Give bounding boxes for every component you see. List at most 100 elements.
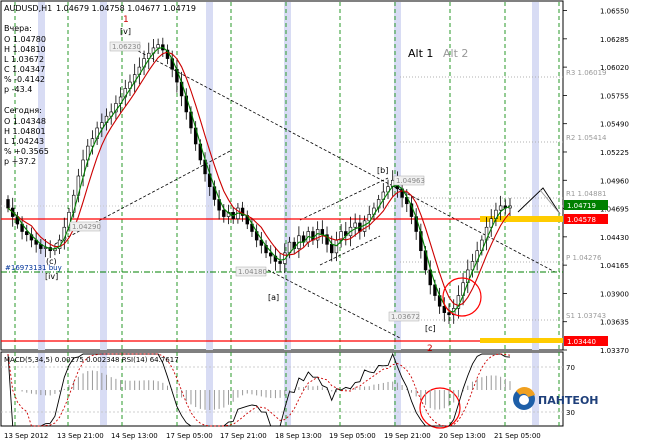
price-tick-label: 1.04695	[600, 206, 629, 214]
macd-histogram	[21, 370, 511, 410]
pivot-labels: R3 1.06019 R2 1.05414 R1 1.04881 P 1.042…	[566, 69, 607, 320]
svg-text:O 1.04348: O 1.04348	[4, 117, 46, 126]
svg-text:H 1.04801: H 1.04801	[4, 127, 46, 136]
time-tick-label: 14 Sep 13:00	[111, 432, 158, 440]
session-band	[532, 2, 539, 350]
highlight-circle	[442, 277, 482, 317]
resistance-highlight	[480, 216, 563, 222]
candle-body	[6, 199, 10, 209]
projection-alt2	[539, 189, 561, 215]
tag-text: 1.04290	[72, 223, 101, 231]
time-tick-label: 21 Sep 05:00	[494, 432, 541, 440]
price-tick-label: 1.03900	[600, 290, 629, 298]
time-tick-label: 19 Sep 21:00	[384, 432, 431, 440]
wave-label-1: 1	[123, 15, 129, 25]
tag-text: 1.03672	[391, 313, 420, 321]
session-band	[532, 353, 539, 425]
alt2-label[interactable]: Alt 2	[443, 47, 468, 60]
support-price-tag	[564, 336, 608, 346]
candle-body	[147, 52, 151, 59]
support-highlight	[480, 338, 563, 343]
candle-body	[489, 218, 493, 228]
svg-text:p -43.4: p -43.4	[4, 85, 32, 94]
highlight-circle-indicator	[419, 387, 461, 429]
candle-body	[470, 261, 475, 271]
info-today: Сегодня: O 1.04348 H 1.04801 L 1.04243 %…	[4, 106, 49, 166]
info-today-title: Сегодня:	[4, 106, 42, 115]
session-band	[100, 353, 107, 425]
rsi-line	[7, 352, 511, 427]
tag-text: 1.06230	[112, 43, 141, 51]
brand-name: ПАНТЕОН	[538, 394, 599, 407]
candle-body	[367, 214, 371, 222]
candle-body	[320, 229, 325, 236]
resistance-price-tag	[564, 214, 608, 224]
tag-text: 1.04180	[238, 268, 267, 276]
pivot-label-s1: S1 1.03743	[566, 312, 606, 320]
svg-text:% +0.3565: % +0.3565	[4, 147, 49, 156]
projection-alt1	[517, 187, 561, 215]
trend-lines	[54, 43, 556, 339]
time-axis: 13 Sep 2012 13 Sep 21:00 14 Sep 13:00 17 Se…	[4, 432, 541, 440]
candle-body	[240, 207, 245, 216]
time-tick-label: 13 Sep 21:00	[57, 432, 104, 440]
resistance-price-text: 1.04578	[567, 216, 596, 224]
svg-text:C 1.04347: C 1.04347	[4, 65, 45, 74]
chart-header-symbol: AUDUSD,H1	[4, 4, 52, 13]
price-tick-label: 1.04430	[600, 234, 629, 242]
candle-body	[447, 312, 451, 316]
price-tick-label: 1.06285	[600, 36, 629, 44]
alt1-label[interactable]: Alt 1	[408, 47, 433, 60]
svg-text:% -0.4142: % -0.4142	[4, 75, 45, 84]
price-tick-label: 1.06020	[600, 64, 629, 72]
price-tick-label: 1.03370	[600, 347, 629, 355]
session-band	[38, 353, 45, 425]
candle-body	[90, 138, 95, 147]
pivot-label-p: P 1.04276	[566, 254, 602, 262]
info-yesterday: Вчера: O 1.04780 H 1.04810 L 1.03672 C 1…	[4, 24, 46, 94]
order-note[interactable]: #16973131 buy	[5, 264, 62, 272]
candle-body	[100, 122, 104, 129]
wave-label-c: (c)	[46, 257, 57, 266]
candle-body	[278, 261, 282, 264]
time-tick-label: 19 Sep 05:00	[329, 432, 376, 440]
price-axis: 1.06550 1.06285 1.06020 1.05755 1.05490 1.052…	[563, 8, 629, 355]
session-band	[206, 353, 213, 425]
time-tick-label: 20 Sep 13:00	[439, 432, 486, 440]
candle-body	[311, 231, 315, 241]
candle-body	[362, 220, 367, 232]
svg-text:p +37.2: p +37.2	[4, 157, 36, 166]
wave-label-iv: [iv]	[45, 272, 58, 281]
macd-signal-line	[7, 353, 511, 427]
indicator-tick-70: 70	[566, 364, 575, 372]
price-tick-label: 1.05490	[600, 121, 629, 129]
candle-body	[269, 252, 273, 257]
candle-body	[498, 205, 503, 211]
session-band	[284, 353, 291, 425]
candle-body	[353, 222, 357, 228]
wave-label-b: [b]	[377, 166, 388, 175]
current-price-text: 1.04719	[567, 202, 596, 210]
wave-label-a: [a]	[268, 293, 279, 302]
current-price-tag	[564, 200, 608, 210]
svg-text:L 1.04243: L 1.04243	[4, 137, 44, 146]
time-tick-label: 17 Sep 21:00	[220, 432, 267, 440]
logo-swoosh-orange	[516, 387, 535, 397]
candle-body	[222, 209, 226, 217]
wave-label-2: 2	[427, 344, 433, 354]
candle-body	[339, 231, 343, 241]
price-tick-label: 1.04960	[600, 177, 629, 185]
price-tick-label: 1.04165	[600, 262, 629, 270]
indicator-label: MACD(5,34,5) 0.00275 0.002348 RSI(14) 64…	[4, 356, 179, 364]
price-tags: 1.06230 1.04290 1.04963 1.04180 1.03672	[69, 41, 425, 322]
price-tick-label: 1.06550	[600, 8, 629, 16]
candle-body	[156, 44, 160, 49]
tag-text: 1.04963	[396, 177, 425, 185]
ma-slow-line	[7, 51, 511, 307]
pivot-lines	[1, 76, 563, 321]
time-tick-label: 17 Sep 05:00	[166, 432, 213, 440]
indicator-tick-30: 30	[566, 409, 575, 417]
svg-text:O 1.04780: O 1.04780	[4, 35, 46, 44]
